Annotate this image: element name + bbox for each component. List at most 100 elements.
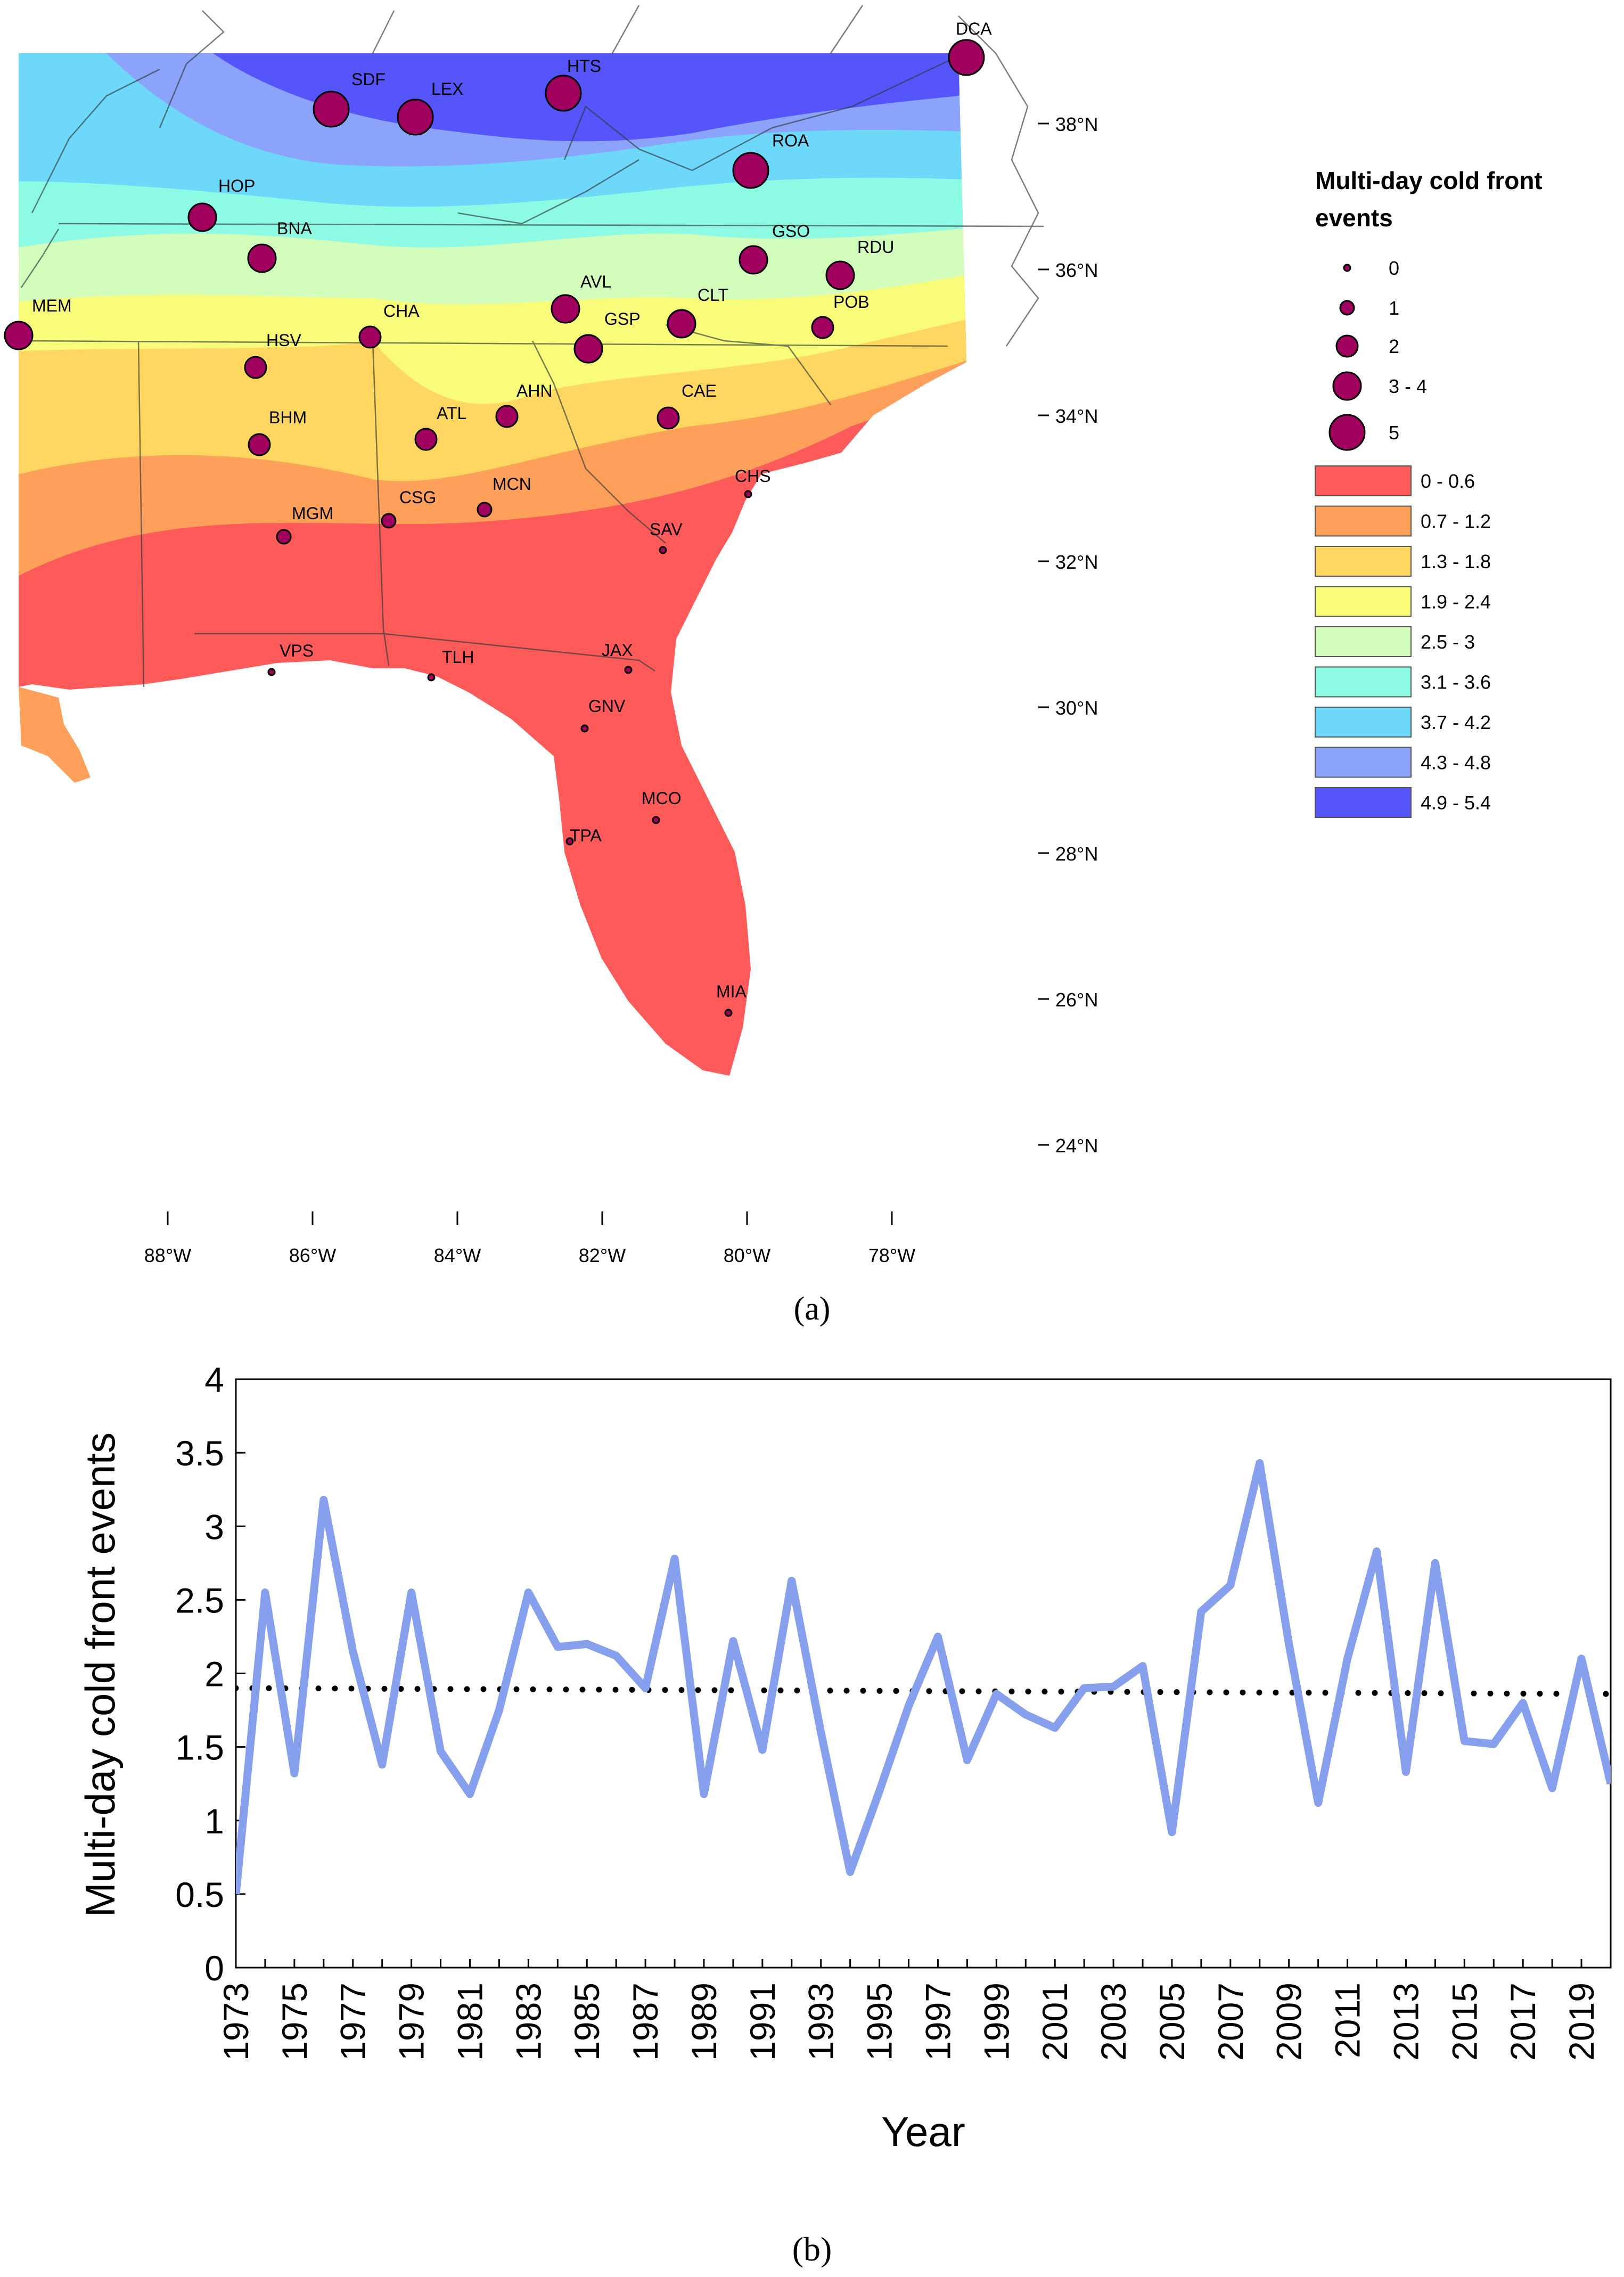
- legend-size-label: 2: [1389, 335, 1399, 357]
- station-marker: [382, 514, 396, 528]
- station-marker: [314, 92, 349, 127]
- station-marker: [575, 335, 602, 363]
- legend-color-swatch: [1315, 667, 1411, 697]
- station-marker: [625, 667, 631, 673]
- y-tick-label: 0: [204, 1948, 224, 1988]
- station-marker: [668, 310, 695, 338]
- station-label: BHM: [269, 408, 307, 427]
- lat-tick-label: 24°N: [1055, 1135, 1098, 1157]
- x-tick-label: 1999: [977, 1983, 1016, 2061]
- y-tick-label: 2.5: [175, 1580, 224, 1620]
- legend-color-swatch: [1315, 788, 1411, 817]
- legend-size-label: 3 - 4: [1389, 375, 1427, 397]
- series-line: [236, 1463, 1611, 1894]
- lon-tick-label: 78°W: [868, 1244, 915, 1266]
- x-tick-label: 1977: [333, 1983, 373, 2061]
- legend-color-swatch: [1315, 506, 1411, 536]
- station-marker: [581, 725, 588, 732]
- lon-tick-label: 84°W: [434, 1244, 481, 1266]
- legend-color-swatch: [1315, 546, 1411, 576]
- station-label: CLT: [698, 285, 728, 305]
- x-tick-label: 2015: [1445, 1983, 1484, 2061]
- station-label: GNV: [588, 697, 626, 716]
- station-label: MEM: [32, 296, 72, 315]
- y-tick-label: 1: [204, 1801, 224, 1841]
- x-tick-label: 1991: [743, 1983, 782, 2061]
- x-tick-label: 1987: [626, 1983, 665, 2061]
- x-tick-label: 2003: [1094, 1983, 1133, 2061]
- station-marker: [245, 357, 266, 378]
- station-label: BNA: [277, 219, 312, 238]
- station-label: AHN: [516, 381, 553, 400]
- legend-color-classes: 0 - 0.60.7 - 1.21.3 - 1.81.9 - 2.42.5 - …: [1315, 466, 1491, 817]
- x-tick-label: 2013: [1386, 1983, 1425, 2061]
- legend-size-marker: [1333, 372, 1361, 400]
- lon-tick-label: 86°W: [289, 1244, 336, 1266]
- y-axis-label: Multi-day cold front events: [77, 1432, 124, 1917]
- legend-color-swatch: [1315, 627, 1411, 657]
- station-label: SAV: [650, 520, 683, 539]
- station-marker: [653, 817, 659, 823]
- station-label: CSG: [399, 488, 436, 507]
- x-axis-label: Year: [881, 2108, 965, 2155]
- lat-tick-label: 28°N: [1055, 843, 1098, 865]
- station-marker: [552, 295, 579, 323]
- x-tick-label: 1997: [918, 1983, 957, 2061]
- x-tick-label: 2001: [1035, 1983, 1075, 2061]
- station-marker: [249, 434, 270, 455]
- legend-color-swatch: [1315, 466, 1411, 496]
- lat-tick-label: 34°N: [1055, 405, 1098, 427]
- map-color-bands: [0, 0, 1012, 1118]
- station-label: MGM: [292, 504, 333, 523]
- gulf-coast-fragment: [19, 687, 91, 783]
- station-marker: [658, 407, 679, 429]
- y-axis-ticks: 00.511.522.533.54: [175, 1360, 245, 1988]
- legend-color-label: 0.7 - 1.2: [1421, 511, 1491, 533]
- station-marker: [478, 503, 491, 517]
- lat-tick-label: 32°N: [1055, 551, 1098, 573]
- station-marker: [359, 326, 381, 348]
- x-tick-label: 2019: [1562, 1983, 1601, 2061]
- legend-color-label: 3.1 - 3.6: [1421, 671, 1491, 693]
- x-tick-label: 1975: [275, 1983, 314, 2061]
- x-tick-label: 2005: [1152, 1983, 1192, 2061]
- station-label: RDU: [857, 237, 894, 257]
- x-tick-label: 1989: [684, 1983, 724, 2061]
- station-marker: [277, 530, 291, 544]
- x-tick-label: 2009: [1269, 1983, 1309, 2061]
- x-tick-label: 2017: [1503, 1983, 1543, 2061]
- station-label: CHS: [735, 466, 771, 486]
- legend-color-swatch: [1315, 587, 1411, 617]
- station-label: MIA: [716, 982, 747, 1001]
- station-marker: [949, 40, 984, 75]
- panel-label-b: (b): [792, 2230, 832, 2268]
- x-tick-label: 2007: [1211, 1983, 1250, 2061]
- station-label: AVL: [580, 272, 611, 291]
- legend-color-label: 4.3 - 4.8: [1421, 752, 1491, 774]
- legend-color-label: 1.9 - 2.4: [1421, 591, 1491, 613]
- station-label: TPA: [570, 826, 602, 845]
- lat-tick-label: 30°N: [1055, 697, 1098, 719]
- station-label: ATL: [437, 404, 466, 423]
- station-marker: [826, 261, 854, 289]
- trend-line: [236, 1688, 1611, 1694]
- lon-tick-label: 82°W: [579, 1244, 626, 1266]
- station-marker: [812, 317, 833, 338]
- station-label: SDF: [351, 70, 386, 89]
- legend-color-label: 3.7 - 4.2: [1421, 711, 1491, 733]
- lon-tick-label: 88°W: [144, 1244, 191, 1266]
- legend-color-label: 4.9 - 5.4: [1421, 792, 1491, 814]
- legend-color-label: 0 - 0.6: [1421, 470, 1475, 492]
- station-label: ROA: [772, 131, 809, 150]
- station-label: GSO: [772, 222, 810, 241]
- y-tick-label: 2: [204, 1654, 224, 1694]
- station-marker: [725, 1010, 732, 1016]
- latitude-axis: 38°N36°N34°N32°N30°N28°N26°N24°N: [1038, 113, 1098, 1157]
- y-tick-label: 4: [204, 1360, 224, 1399]
- station-marker: [496, 406, 518, 427]
- station-label: JAX: [602, 641, 633, 660]
- station-label: VPS: [280, 641, 314, 660]
